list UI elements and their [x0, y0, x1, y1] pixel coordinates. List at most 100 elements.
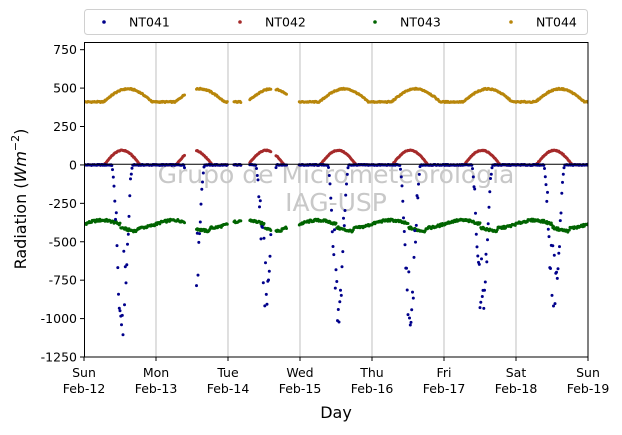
data-point — [123, 303, 126, 307]
data-point — [567, 228, 571, 232]
data-point — [118, 221, 122, 225]
data-point — [201, 180, 204, 184]
data-point — [405, 288, 409, 292]
data-point — [342, 224, 346, 228]
data-point — [262, 222, 266, 225]
data-point — [269, 150, 273, 154]
plot-frame — [84, 42, 589, 358]
data-point — [408, 323, 412, 327]
data-point — [411, 290, 414, 294]
data-point — [543, 167, 546, 170]
data-point — [126, 242, 129, 246]
data-point — [198, 220, 202, 224]
data-point — [337, 320, 341, 324]
data-point — [257, 195, 261, 199]
data-point — [330, 230, 334, 234]
data-point — [199, 202, 203, 206]
data-point — [551, 244, 555, 248]
data-point — [116, 266, 120, 270]
y-tick-label: 750 — [53, 42, 77, 57]
data-point — [255, 174, 259, 177]
data-point — [476, 254, 480, 258]
data-point — [118, 309, 122, 313]
x-tick-label: Wed — [286, 365, 313, 380]
data-point — [346, 166, 350, 170]
data-point — [129, 177, 132, 181]
data-point — [200, 187, 204, 191]
data-point — [225, 222, 229, 226]
data-point — [480, 295, 484, 298]
data-point — [269, 233, 273, 237]
y-tick-label: -750 — [49, 273, 77, 288]
data-point — [559, 211, 563, 215]
data-point — [114, 211, 118, 215]
data-point — [414, 223, 418, 227]
data-point — [112, 184, 116, 188]
y-axis: -1250 -1000 -750 -500 -250 0 250 500 750 — [41, 42, 84, 365]
data-point — [267, 269, 271, 273]
data-point — [417, 172, 421, 176]
data-point — [406, 222, 410, 225]
y-tick-label: 250 — [53, 119, 77, 134]
data-point — [489, 172, 493, 176]
legend: NT041 NT042 NT043 NT044 — [84, 9, 588, 35]
data-point — [474, 211, 477, 215]
data-point — [340, 265, 344, 269]
data-point — [478, 306, 482, 310]
data-point — [267, 278, 270, 282]
data-point — [198, 232, 201, 236]
data-point — [403, 243, 407, 247]
y-axis-label: Radiation (Wm−2) — [9, 129, 30, 270]
y-tick-label: 500 — [53, 81, 77, 96]
data-point — [410, 308, 414, 312]
data-point — [480, 257, 483, 261]
data-point — [414, 240, 417, 244]
data-point — [285, 92, 288, 96]
y-tick-label: -500 — [49, 234, 77, 249]
data-point — [333, 228, 336, 232]
data-point — [201, 171, 205, 175]
data-point — [486, 222, 490, 226]
data-point — [129, 172, 133, 176]
data-point — [274, 166, 278, 170]
data-point — [256, 178, 260, 182]
data-point — [401, 199, 405, 203]
x-tick-label: Feb-13 — [135, 381, 178, 396]
data-point — [561, 172, 565, 176]
data-point — [183, 93, 186, 97]
data-point — [122, 249, 126, 253]
legend-frame — [84, 9, 588, 35]
data-point — [560, 191, 564, 195]
x-tick-label: Tue — [216, 365, 239, 380]
data-point — [485, 260, 489, 264]
x-tick-label: Sun — [576, 365, 600, 380]
data-point — [478, 221, 482, 225]
data-point — [477, 262, 481, 266]
data-point — [546, 190, 549, 194]
data-point — [555, 276, 559, 280]
data-point — [486, 238, 489, 242]
data-point — [197, 240, 201, 244]
data-point — [336, 308, 340, 311]
data-point — [400, 184, 404, 188]
x-tick-label: Sat — [506, 365, 527, 380]
x-axis: SunFeb-12MonFeb-13TueFeb-14WedFeb-15ThuF… — [63, 357, 609, 396]
data-point — [239, 219, 243, 223]
data-point — [196, 273, 200, 277]
data-point — [262, 236, 266, 240]
data-point — [513, 223, 517, 227]
data-point — [124, 281, 128, 285]
legend-marker — [509, 20, 513, 24]
data-point — [402, 230, 406, 233]
data-point — [264, 261, 267, 265]
data-point — [407, 270, 411, 274]
data-point — [471, 167, 474, 171]
data-point — [327, 174, 331, 177]
data-point — [561, 180, 564, 184]
x-axis-label: Day — [320, 403, 352, 422]
data-point — [328, 182, 332, 186]
data-point — [120, 323, 123, 327]
x-tick-label: Sun — [72, 365, 96, 380]
